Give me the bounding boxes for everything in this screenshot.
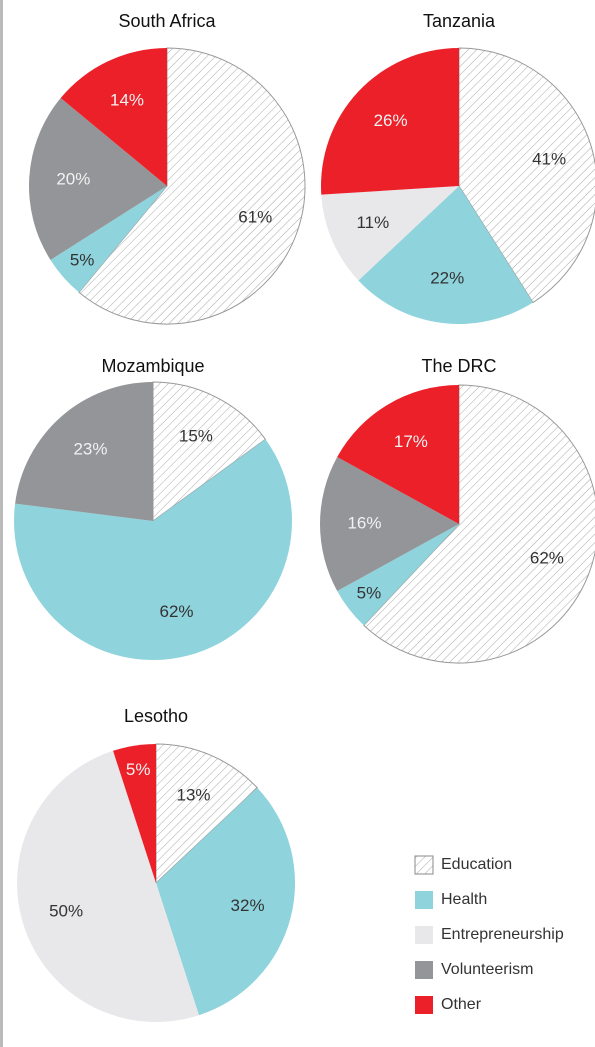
pie-slice: [152, 381, 267, 522]
pie-slice: [28, 98, 167, 260]
legend-label: Other: [441, 996, 482, 1013]
left-border: [0, 0, 3, 1047]
pie-slice: [363, 384, 595, 664]
value-label: 17%: [394, 432, 428, 451]
pie-slice: [78, 47, 306, 325]
pie-title: Tanzania: [423, 11, 496, 31]
pie-slice: [358, 186, 533, 324]
legend-swatch: [415, 926, 433, 944]
pie-slice: [14, 439, 293, 661]
value-label: 62%: [159, 602, 193, 621]
value-label: 41%: [532, 149, 566, 168]
value-label: 20%: [56, 170, 90, 189]
value-label: 23%: [73, 440, 107, 459]
pie-slice: [60, 48, 167, 186]
value-label: 22%: [430, 269, 464, 288]
value-label: 50%: [49, 902, 83, 921]
pie-slice: [337, 524, 459, 626]
legend-label: Entrepreneurship: [441, 926, 564, 943]
legend-label: Education: [441, 856, 512, 873]
pie-slice: [15, 382, 154, 521]
pie-slice: [155, 743, 259, 885]
pie-title: South Africa: [118, 11, 216, 31]
legend-swatch: [415, 996, 433, 1014]
value-label: 11%: [356, 213, 389, 232]
pie-title: The DRC: [421, 356, 496, 376]
pie-title: Mozambique: [101, 356, 204, 376]
value-label: 16%: [347, 513, 381, 532]
pie-slice: [156, 787, 295, 1016]
value-label: 62%: [530, 548, 564, 567]
value-label: 32%: [231, 896, 265, 915]
legend-swatch: [415, 961, 433, 979]
pie-slice: [320, 457, 459, 591]
pie-slice: [17, 750, 199, 1022]
value-label: 15%: [179, 426, 213, 445]
pie-slice: [113, 744, 156, 883]
pie-slice: [458, 47, 595, 304]
pie-slice: [321, 186, 459, 281]
value-label: 5%: [357, 583, 382, 602]
legend-label: Health: [441, 891, 487, 908]
value-label: 13%: [177, 786, 211, 805]
pie-slice: [337, 385, 459, 524]
value-label: 5%: [126, 760, 151, 779]
value-label: 61%: [238, 207, 272, 226]
value-label: 26%: [374, 111, 408, 130]
pie-slice: [50, 186, 168, 293]
legend-swatch: [414, 855, 434, 875]
legend-label: Volunteerism: [441, 961, 534, 978]
pie-slice: [321, 48, 459, 195]
value-label: 5%: [70, 250, 95, 269]
legend-swatch: [415, 891, 433, 909]
value-label: 14%: [110, 91, 144, 110]
pie-title: Lesotho: [124, 706, 188, 726]
